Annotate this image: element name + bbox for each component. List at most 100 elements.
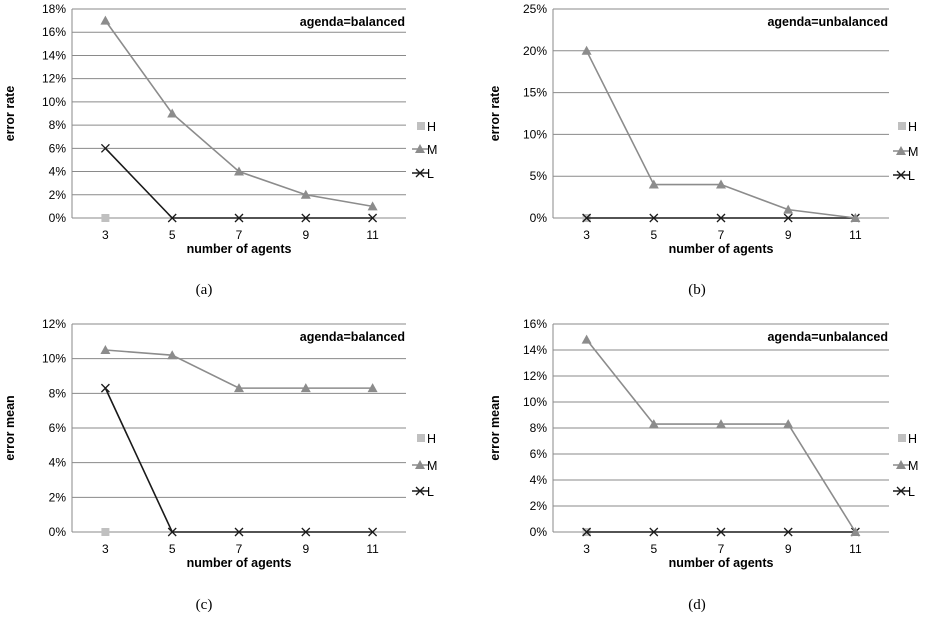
y-tick-label: 14% — [523, 343, 547, 357]
data-point-m — [783, 204, 794, 214]
legend-label-l: L — [908, 485, 915, 499]
legend-label-m: M — [908, 145, 918, 159]
x-tick-label: 11 — [849, 228, 862, 242]
legend-label-h: H — [427, 432, 436, 446]
y-tick-label: 8% — [49, 118, 67, 132]
data-point-m — [850, 213, 861, 222]
y-tick-label: 0% — [49, 525, 67, 539]
legend-label-l: L — [427, 167, 434, 181]
data-point-m — [850, 527, 861, 536]
legend-label-l: L — [908, 169, 915, 183]
data-point-m — [367, 201, 378, 211]
y-tick-label: 6% — [530, 447, 548, 461]
data-point-l — [783, 527, 793, 537]
x-tick-label: 9 — [785, 228, 792, 242]
y-tick-label: 10% — [523, 127, 547, 141]
data-point-l — [582, 213, 592, 223]
y-tick-label: 10% — [42, 95, 66, 109]
x-tick-label: 3 — [583, 542, 590, 556]
y-tick-label: 14% — [42, 48, 66, 62]
data-point-m — [300, 189, 311, 199]
y-axis-title: error rate — [488, 86, 502, 142]
y-tick-label: 18% — [42, 2, 66, 16]
y-axis-title: error mean — [488, 395, 502, 460]
y-axis-title: error mean — [3, 395, 17, 460]
x-axis-title: number of agents — [187, 242, 292, 256]
y-tick-label: 5% — [530, 169, 548, 183]
x-tick-label: 5 — [650, 542, 657, 556]
agenda-annotation: agenda=balanced — [300, 15, 405, 29]
data-point-l — [716, 527, 726, 537]
agenda-annotation: agenda=unbalanced — [767, 15, 888, 29]
data-point-l — [301, 527, 311, 537]
x-tick-label: 7 — [718, 542, 725, 556]
x-axis-title: number of agents — [187, 556, 292, 570]
y-tick-label: 12% — [42, 72, 66, 86]
y-tick-label: 4% — [49, 165, 67, 179]
data-point-l — [301, 213, 311, 223]
legend-marker-h — [417, 434, 425, 442]
x-axis-title: number of agents — [669, 556, 774, 570]
data-point-m — [300, 383, 311, 393]
legend-marker-h — [417, 122, 425, 130]
data-point-l — [167, 527, 177, 537]
legend-label-h: H — [908, 120, 917, 134]
legend-label-h: H — [427, 120, 436, 134]
agenda-annotation: agenda=balanced — [300, 330, 405, 344]
y-tick-label: 6% — [49, 141, 67, 155]
legend-label-m: M — [427, 143, 437, 157]
data-point-m — [648, 419, 659, 429]
x-tick-label: 3 — [583, 228, 590, 242]
legend-marker-h — [898, 434, 906, 442]
data-point-l — [783, 213, 793, 223]
data-point-m — [100, 345, 111, 354]
y-tick-label: 12% — [523, 369, 547, 383]
x-tick-label: 11 — [366, 542, 379, 556]
data-point-l — [649, 527, 659, 537]
y-tick-label: 25% — [523, 2, 547, 16]
x-tick-label: 3 — [102, 228, 109, 242]
caption-b: (b) — [688, 282, 706, 298]
y-tick-label: 10% — [523, 395, 547, 409]
legend-marker-l — [412, 168, 429, 178]
caption-d: (d) — [688, 597, 706, 613]
data-point-l — [234, 213, 244, 223]
legend-label-m: M — [427, 459, 437, 473]
data-point-m — [581, 334, 592, 344]
x-axis-title: number of agents — [669, 242, 774, 256]
y-axis-title: error rate — [3, 86, 17, 142]
y-tick-label: 0% — [49, 211, 67, 225]
data-point-m — [234, 166, 244, 176]
y-tick-label: 8% — [530, 421, 548, 435]
data-point-m — [167, 108, 178, 118]
data-point-m — [234, 383, 244, 393]
data-point-m — [367, 383, 378, 393]
data-point-h — [101, 214, 110, 222]
y-tick-label: 20% — [523, 44, 547, 58]
x-tick-label: 7 — [236, 542, 243, 556]
data-point-l — [716, 213, 726, 223]
data-point-l — [100, 143, 110, 153]
x-tick-label: 5 — [169, 542, 176, 556]
legend-marker-m — [893, 460, 910, 469]
legend-label-h: H — [908, 432, 917, 446]
y-tick-label: 15% — [523, 86, 547, 100]
data-point-m — [716, 419, 726, 429]
data-point-l — [649, 213, 659, 223]
y-tick-label: 2% — [49, 188, 67, 202]
y-tick-label: 16% — [523, 317, 547, 331]
legend-label-l: L — [427, 485, 434, 499]
caption-c: (c) — [195, 597, 213, 613]
data-point-l — [167, 213, 177, 223]
x-tick-label: 5 — [169, 228, 176, 242]
x-tick-label: 3 — [102, 542, 109, 556]
legend-marker-h — [898, 122, 906, 130]
x-tick-label: 11 — [849, 542, 862, 556]
x-tick-label: 5 — [650, 228, 657, 242]
y-tick-label: 2% — [530, 499, 548, 513]
data-point-l — [368, 527, 378, 537]
